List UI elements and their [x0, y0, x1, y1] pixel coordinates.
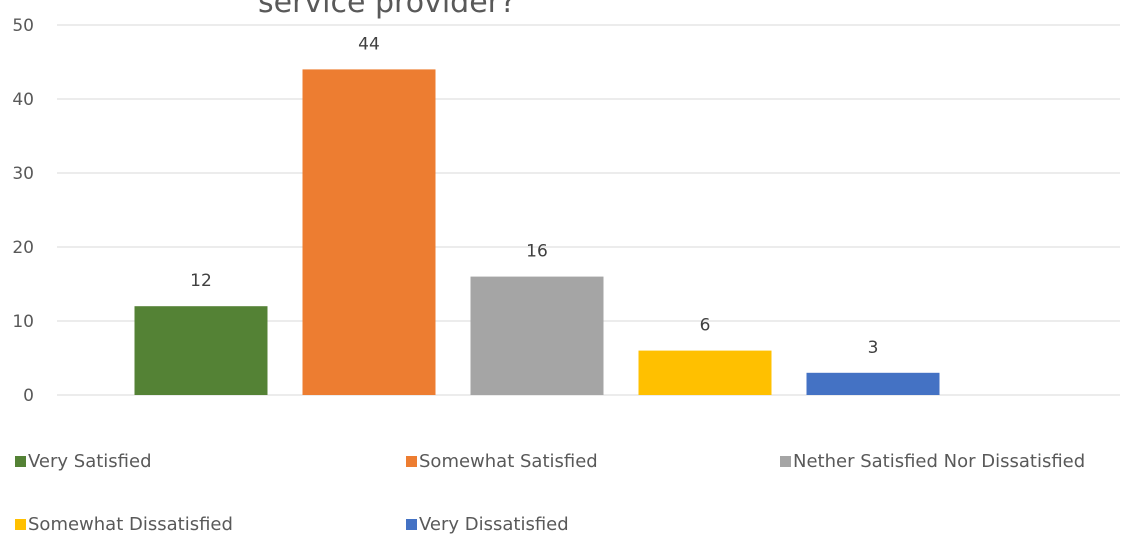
legend-swatch — [406, 519, 417, 530]
legend-swatch — [780, 456, 791, 467]
legend-label: Somewhat Dissatisfied — [28, 514, 233, 535]
data-label: 44 — [358, 34, 380, 54]
bar — [638, 350, 772, 395]
data-label: 16 — [526, 242, 548, 262]
legend-label: Very Satisfied — [28, 451, 152, 472]
bar — [302, 69, 436, 396]
y-tick-label: 50 — [12, 16, 34, 36]
bar — [806, 372, 940, 395]
data-label: 3 — [868, 338, 879, 358]
legend-swatch — [15, 519, 26, 530]
legend-swatch — [15, 456, 26, 467]
y-tick-label: 40 — [12, 90, 34, 110]
bar — [134, 306, 268, 395]
legend-label: Nether Satisfied Nor Dissatisfied — [793, 451, 1085, 472]
data-label: 12 — [190, 271, 212, 291]
data-label: 6 — [700, 316, 711, 336]
y-tick-label: 30 — [12, 164, 34, 184]
legend-label: Somewhat Satisfied — [419, 451, 598, 472]
y-tick-label: 20 — [12, 238, 34, 258]
y-tick-label: 10 — [12, 312, 34, 332]
bar — [470, 276, 604, 395]
y-tick-label: 0 — [23, 386, 34, 406]
legend-label: Very Dissatisfied — [419, 514, 569, 535]
chart-title: service provider? — [258, 0, 516, 20]
legend-swatch — [406, 456, 417, 467]
